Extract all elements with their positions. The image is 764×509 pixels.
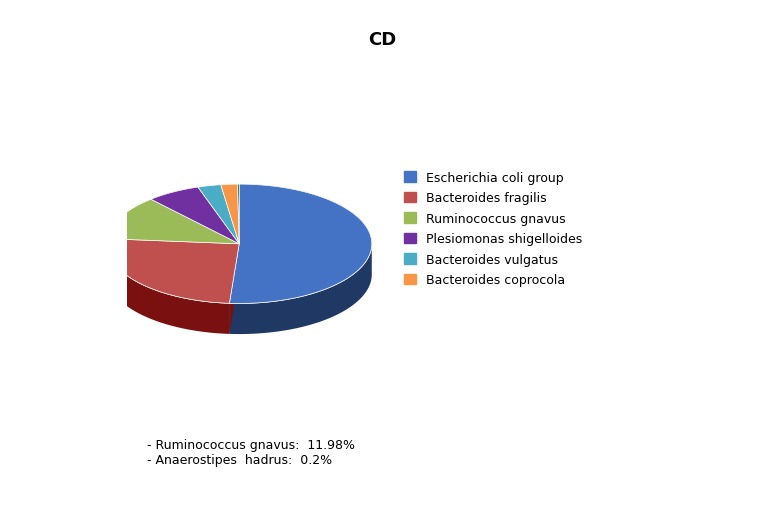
- Polygon shape: [107, 245, 229, 334]
- Polygon shape: [151, 188, 239, 244]
- Polygon shape: [229, 185, 372, 304]
- Text: CD: CD: [368, 31, 396, 48]
- Polygon shape: [229, 185, 372, 304]
- Polygon shape: [221, 185, 239, 244]
- Polygon shape: [198, 185, 239, 244]
- Polygon shape: [229, 244, 239, 334]
- Polygon shape: [107, 239, 239, 304]
- Polygon shape: [107, 200, 239, 244]
- Polygon shape: [151, 188, 239, 244]
- Polygon shape: [221, 185, 239, 244]
- Text: - Ruminococcus gnavus:  11.98%
- Anaerostipes  hadrus:  0.2%: - Ruminococcus gnavus: 11.98% - Anaerost…: [147, 438, 355, 466]
- Legend: Escherichia coli group, Bacteroides fragilis, Ruminococcus gnavus, Plesiomonas s: Escherichia coli group, Bacteroides frag…: [403, 172, 582, 287]
- Polygon shape: [229, 245, 372, 334]
- Polygon shape: [198, 185, 239, 244]
- Polygon shape: [229, 244, 239, 334]
- Polygon shape: [238, 185, 239, 244]
- Polygon shape: [238, 185, 239, 244]
- Polygon shape: [107, 200, 239, 244]
- Polygon shape: [107, 239, 239, 304]
